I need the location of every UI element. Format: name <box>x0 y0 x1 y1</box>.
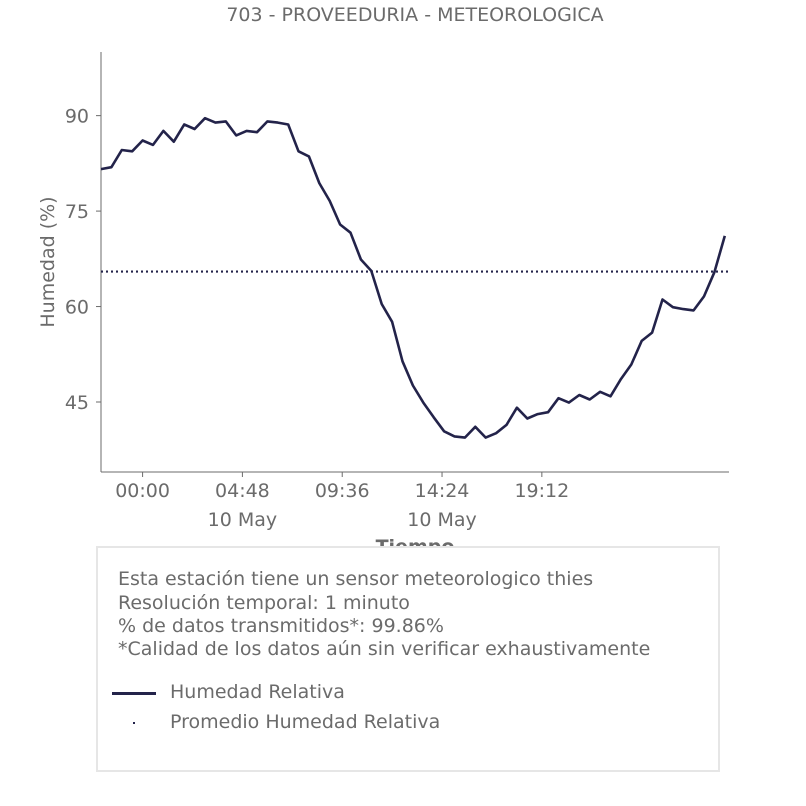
chart-axes <box>100 52 729 473</box>
x-tick-label: 04:48 <box>215 480 270 502</box>
x-tick-label: 09:36 <box>315 480 370 502</box>
x-tick-date-label: 10 May <box>208 509 278 531</box>
chart-series <box>100 116 729 439</box>
humidity-line <box>100 116 727 439</box>
info-legend-box: Esta estación tiene un sensor meteorolog… <box>96 546 720 772</box>
x-tick-label: 00:00 <box>115 480 170 502</box>
y-tick-label: 45 <box>65 392 89 414</box>
legend-label: Humedad Relativa <box>170 681 345 703</box>
x-tick-label: 14:24 <box>415 480 470 502</box>
humidity-chart: 703 - PROVEEDURIA - METEOROLOGICA 45 60 75… <box>37 4 729 558</box>
chart-title: 703 - PROVEEDURIA - METEOROLOGICA <box>226 4 603 26</box>
info-quality-line: *Calidad de los datos aún sin verificar … <box>118 638 651 660</box>
x-axis-ticks: 00:00 04:48 10 May 09:36 14:24 10 May 19:12 <box>115 472 569 531</box>
info-resolution-line: Resolución temporal: 1 minuto <box>118 592 410 614</box>
legend-dot-swatch <box>133 722 135 724</box>
y-tick-label: 90 <box>65 106 89 128</box>
y-tick-label: 75 <box>65 201 89 223</box>
y-axis-ticks: 45 60 75 90 <box>65 106 101 414</box>
y-axis-label: Humedad (%) <box>37 196 59 327</box>
legend-label: Promedio Humedad Relativa <box>170 711 441 733</box>
x-tick-date-label: 10 May <box>407 509 477 531</box>
info-sensor-line: Esta estación tiene un sensor meteorolog… <box>118 568 594 590</box>
legend-line-swatch <box>112 692 156 695</box>
y-tick-label: 60 <box>65 297 89 319</box>
info-transmission-line: % de datos transmitidos*: 99.86% <box>118 615 444 637</box>
x-tick-label: 19:12 <box>514 480 569 502</box>
